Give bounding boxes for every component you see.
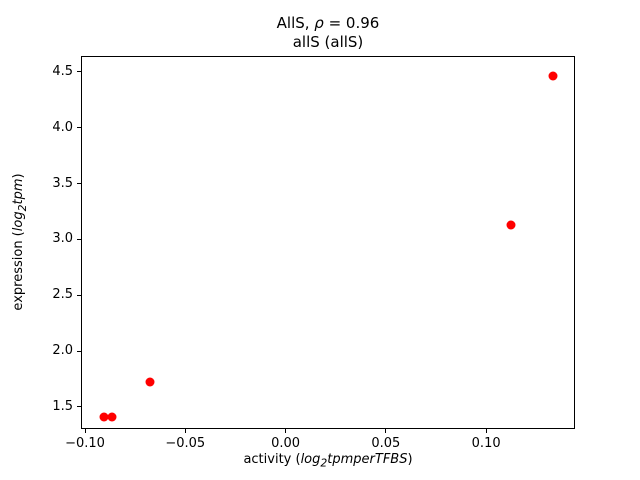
x-label-prefix: activity ( <box>243 452 301 467</box>
rho-value: = 0.96 <box>323 14 380 32</box>
chart-title: AllS, ρ = 0.96 allS (allS) <box>81 14 575 52</box>
y-tick-mark <box>77 350 81 352</box>
x-label-log: log <box>300 452 321 467</box>
data-point <box>548 71 558 81</box>
x-tick-mark <box>285 429 287 433</box>
y-label-sub: 2 <box>15 204 29 212</box>
y-tick-label: 2.0 <box>52 343 73 359</box>
chart-title-line2: allS (allS) <box>292 33 364 51</box>
plot-area <box>81 56 575 429</box>
y-tick-mark <box>77 294 81 296</box>
y-tick-label: 4.5 <box>52 63 73 79</box>
y-label-log: log <box>11 211 27 232</box>
y-tick-label: 4.0 <box>52 119 73 135</box>
data-point <box>506 220 516 230</box>
y-tick-mark <box>77 238 81 240</box>
y-tick-label: 1.5 <box>52 398 73 414</box>
x-tick-mark <box>485 429 487 433</box>
x-tick-mark <box>184 429 186 433</box>
x-tick-label: −0.10 <box>65 436 105 451</box>
x-axis-label: activity (log2tpmperTFBS) <box>81 452 575 470</box>
x-tick-label: 0.05 <box>371 436 401 451</box>
y-tick-mark <box>77 183 81 185</box>
y-tick-mark <box>77 406 81 408</box>
y-tick-label: 2.5 <box>52 287 73 303</box>
x-tick-label: 0.10 <box>471 436 501 451</box>
data-point <box>145 377 155 387</box>
rho-symbol: ρ <box>314 14 324 32</box>
y-tick-mark <box>77 71 81 73</box>
y-tick-mark <box>77 127 81 129</box>
chart-title-line1: AllS, ρ = 0.96 <box>81 14 575 33</box>
x-tick-label: −0.05 <box>165 436 206 451</box>
y-tick-label: 3.0 <box>52 231 73 247</box>
x-tick-label: 0.00 <box>271 436 301 451</box>
y-tick-label: 3.5 <box>52 175 73 191</box>
data-point <box>99 412 109 422</box>
x-label-suffix: ) <box>407 452 413 467</box>
title-text: AllS, <box>276 14 315 32</box>
x-label-arg: tpmperTFBS <box>327 452 408 467</box>
data-point <box>107 412 117 422</box>
x-tick-mark <box>84 429 86 433</box>
x-tick-mark <box>385 429 387 433</box>
x-label-sub: 2 <box>320 456 328 470</box>
x-label-math: log2tpmperTFBS <box>300 452 408 470</box>
